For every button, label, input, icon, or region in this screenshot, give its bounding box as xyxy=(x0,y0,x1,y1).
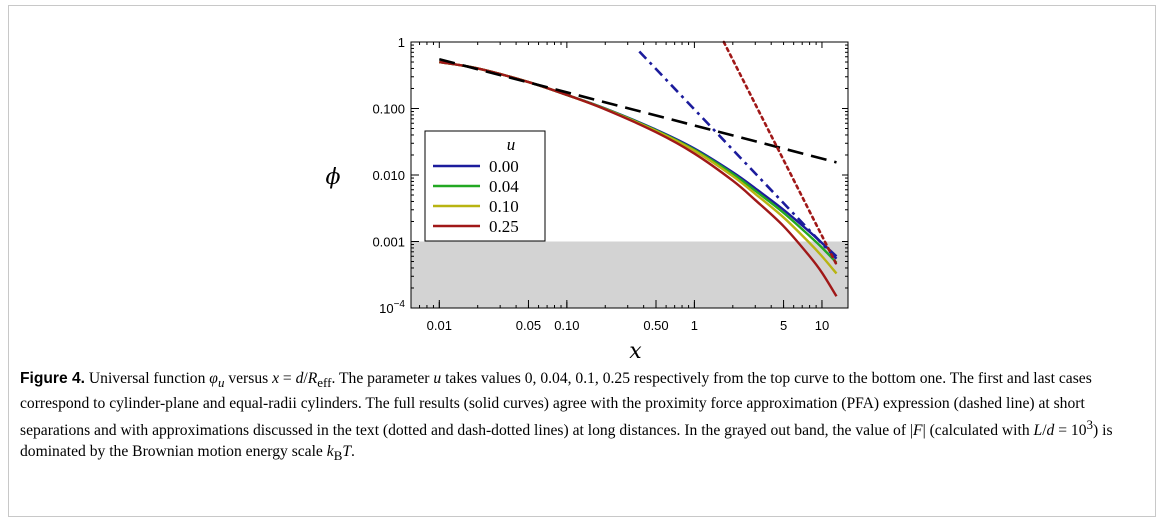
x-tick-label: 0.05 xyxy=(516,318,541,333)
caption-superscript: 3 xyxy=(1086,417,1094,433)
x-tick-label: 5 xyxy=(780,318,787,333)
caption-text: Universal function xyxy=(88,370,210,387)
caption-subscript: B xyxy=(333,448,343,464)
caption-symbol: R xyxy=(307,370,318,387)
figure-label: Figure 4. xyxy=(20,370,85,387)
caption-text: . The parameter xyxy=(331,370,434,387)
caption-text: = 10 xyxy=(1054,422,1087,440)
figure-4-chart: 0.01 0.05 0.10 0.50 1 5 10 10−4 0.001 0.010 0.100 1… xyxy=(326,35,849,364)
y-tick-label: 0.010 xyxy=(372,168,405,183)
series-line-dotted-6 xyxy=(722,40,838,266)
caption-text: versus xyxy=(224,370,273,387)
legend-label-0: 0.00 xyxy=(489,157,519,176)
caption-text: . xyxy=(351,443,355,461)
legend-label-3: 0.25 xyxy=(489,217,519,236)
caption-symbol: L xyxy=(1033,422,1043,440)
caption-text: / xyxy=(303,370,308,387)
caption-text: | (calculated with xyxy=(922,422,1034,440)
y-tick-exponent: −4 xyxy=(394,299,406,310)
caption-symbol: T xyxy=(342,443,352,461)
caption-symbol: d xyxy=(1046,422,1055,440)
x-tick-label: 0.01 xyxy=(427,318,452,333)
x-tick-label: 1 xyxy=(691,318,698,333)
caption-symbol: u xyxy=(217,375,225,391)
caption-symbol: d xyxy=(295,370,304,387)
caption-text: ) is dominated by the Brownian motion en… xyxy=(20,422,1113,461)
caption-symbol: k xyxy=(326,443,334,461)
caption-symbol: x xyxy=(272,370,280,387)
caption-text: / xyxy=(1042,422,1047,440)
x-axis-label: x xyxy=(629,339,642,364)
y-tick-label: 0.100 xyxy=(372,102,405,117)
figure-caption: Figure 4. Universal function φu versus x… xyxy=(20,368,1140,466)
y-tick-label: 0.001 xyxy=(372,235,405,250)
caption-subscript: eff xyxy=(317,375,332,391)
legend-label-2: 0.10 xyxy=(489,197,519,216)
caption-text: = xyxy=(279,370,296,387)
shaded-band xyxy=(411,241,848,308)
x-tick-label: 0.50 xyxy=(643,318,668,333)
series-line-dashed-4 xyxy=(438,58,837,164)
caption-symbol: F xyxy=(913,422,923,440)
y-tick-label: 1 xyxy=(398,35,405,50)
caption-symbol: φ xyxy=(209,370,218,387)
caption-text: takes values 0, 0.04, 0.1, 0.25 respecti… xyxy=(20,370,1092,440)
caption-symbol: u xyxy=(433,370,442,387)
x-tick-label: 10 xyxy=(815,318,829,333)
legend: u 0.000.040.100.25 xyxy=(424,130,546,242)
y-axis-label: ϕ xyxy=(326,165,341,190)
legend-label-1: 0.04 xyxy=(489,177,519,196)
series-layer xyxy=(438,40,838,297)
series-line-solid-3 xyxy=(439,60,838,297)
series-line-dashdot-5 xyxy=(638,50,838,260)
y-tick-label: 10−4 xyxy=(379,299,405,316)
legend-title: u xyxy=(507,135,516,154)
x-tick-label: 0.10 xyxy=(554,318,579,333)
